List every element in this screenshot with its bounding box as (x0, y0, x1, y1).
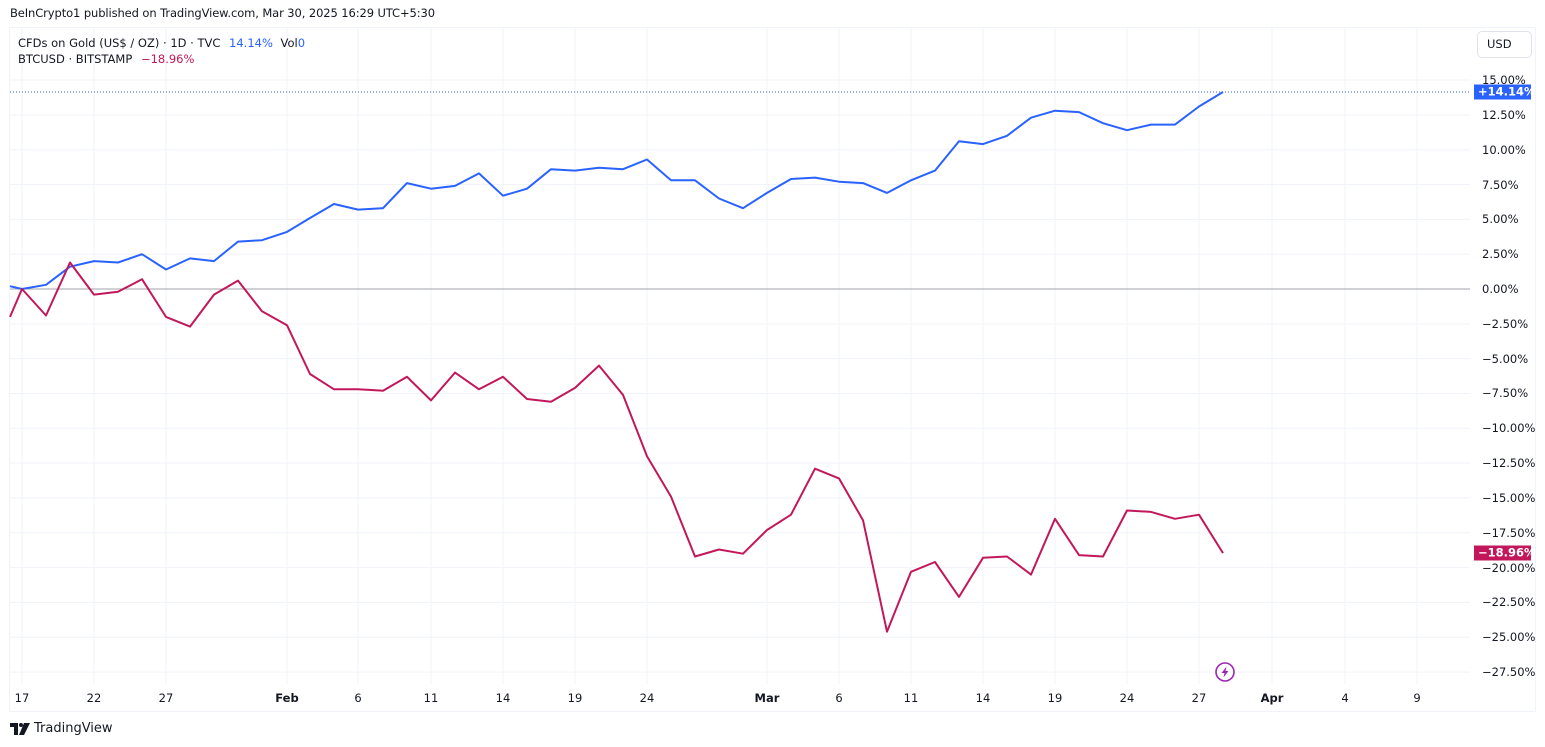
legend-gold-symbol: CFDs on Gold (US$ / OZ) · 1D · TVC (18, 36, 221, 50)
chart-frame[interactable] (9, 27, 1536, 712)
y-tick-label: 7.50% (1482, 177, 1519, 192)
btc-price-badge: −18.96% (1474, 545, 1536, 561)
x-tick-label: 27 (1191, 691, 1207, 705)
x-tick-label: 14 (975, 691, 991, 705)
y-tick-label: 10.00% (1482, 142, 1526, 157)
x-tick-label: 6 (835, 691, 843, 705)
y-tick-label: 12.50% (1482, 107, 1526, 122)
y-tick-label: −20.00% (1482, 560, 1536, 575)
legend-gold-value: 14.14% (229, 36, 273, 50)
y-tick-label: 0.00% (1482, 282, 1519, 296)
tradingview-logo[interactable]: TradingView (10, 721, 113, 736)
y-tick-label: −7.50% (1482, 386, 1529, 401)
chart-legend: CFDs on Gold (US$ / OZ) · 1D · TVC 14.14… (18, 35, 305, 67)
x-tick-label: 14 (495, 691, 511, 705)
x-tick-label: Feb (275, 691, 299, 705)
x-tick-label: 24 (1119, 691, 1135, 705)
legend-volume-value: 0 (297, 36, 306, 50)
gold-series-line (9, 91, 1224, 290)
x-tick-label: 22 (86, 691, 102, 705)
x-tick-label: 19 (1047, 691, 1063, 705)
x-tick-label: Apr (1260, 691, 1284, 705)
y-tick-label: −5.00% (1482, 351, 1529, 366)
y-tick-label: −12.50% (1482, 456, 1536, 471)
x-tick-label: 19 (567, 691, 583, 705)
y-tick-label: −2.50% (1482, 316, 1529, 331)
y-tick-label: −17.50% (1482, 525, 1536, 540)
x-tick-label: 6 (354, 691, 362, 705)
y-tick-label: −15.00% (1482, 490, 1536, 505)
gold-price-badge: +14.14% (1474, 84, 1536, 100)
btc-series-line (9, 261, 1224, 633)
legend-btc-value: −18.96% (140, 52, 195, 66)
y-tick-label: 5.00% (1482, 212, 1519, 227)
published-info: BeInCrypto1 published on TradingView.com… (10, 6, 435, 20)
y-tick-label: 15.00% (1482, 73, 1526, 88)
legend-gold[interactable]: CFDs on Gold (US$ / OZ) · 1D · TVC 14.14… (18, 35, 305, 51)
lightning-bolt-icon[interactable] (1214, 661, 1236, 683)
x-tick-label: 11 (903, 691, 919, 705)
x-tick-label: 4 (1341, 691, 1349, 705)
legend-btc[interactable]: BTCUSD · BITSTAMP −18.96% (18, 51, 305, 67)
x-tick-label: 11 (423, 691, 439, 705)
y-tick-label: −25.00% (1482, 630, 1536, 645)
tradingview-logo-icon (10, 722, 30, 735)
x-tick-label: 17 (14, 691, 30, 705)
legend-btc-symbol: BTCUSD · BITSTAMP (18, 52, 133, 66)
grid-lines (10, 28, 1470, 684)
y-tick-label: 2.50% (1482, 247, 1519, 262)
y-tick-label: −22.50% (1482, 595, 1536, 610)
legend-volume-label: Vol (280, 36, 298, 50)
footer-brand-name: TradingView (34, 721, 113, 736)
currency-button[interactable]: USD (1477, 31, 1532, 58)
y-tick-label: −27.50% (1482, 665, 1536, 680)
x-tick-label: 24 (639, 691, 655, 705)
x-tick-label: Mar (754, 691, 780, 705)
x-tick-label: 9 (1413, 691, 1421, 705)
y-tick-label: −10.00% (1482, 421, 1536, 436)
x-tick-label: 27 (158, 691, 174, 705)
